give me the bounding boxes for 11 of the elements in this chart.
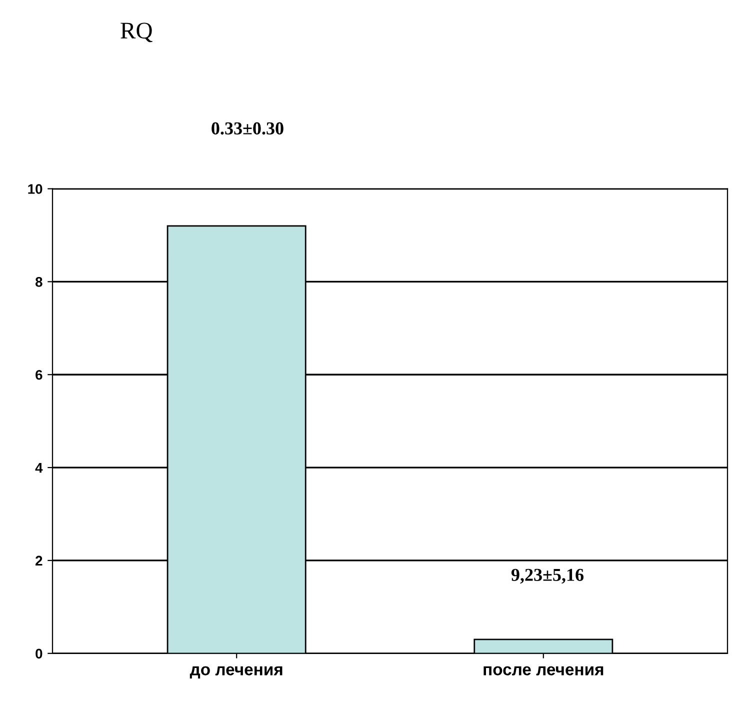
y-tick-label: 8 [35, 277, 42, 287]
y-tick-label: 0 [36, 648, 42, 659]
chart-title: RQ [120, 22, 152, 42]
y-tick-label: 2 [36, 556, 42, 566]
text: 0.33±0.30 [212, 122, 284, 135]
x-tick-label: до лечения [190, 666, 282, 679]
y-tick-label: 4 [35, 463, 43, 473]
y-tick-label: 6 [36, 370, 42, 380]
annotation: 9,23±5,16 [511, 568, 584, 584]
y-tick-label: 10 [28, 184, 42, 194]
x-tick-label: после лечения [484, 666, 604, 676]
